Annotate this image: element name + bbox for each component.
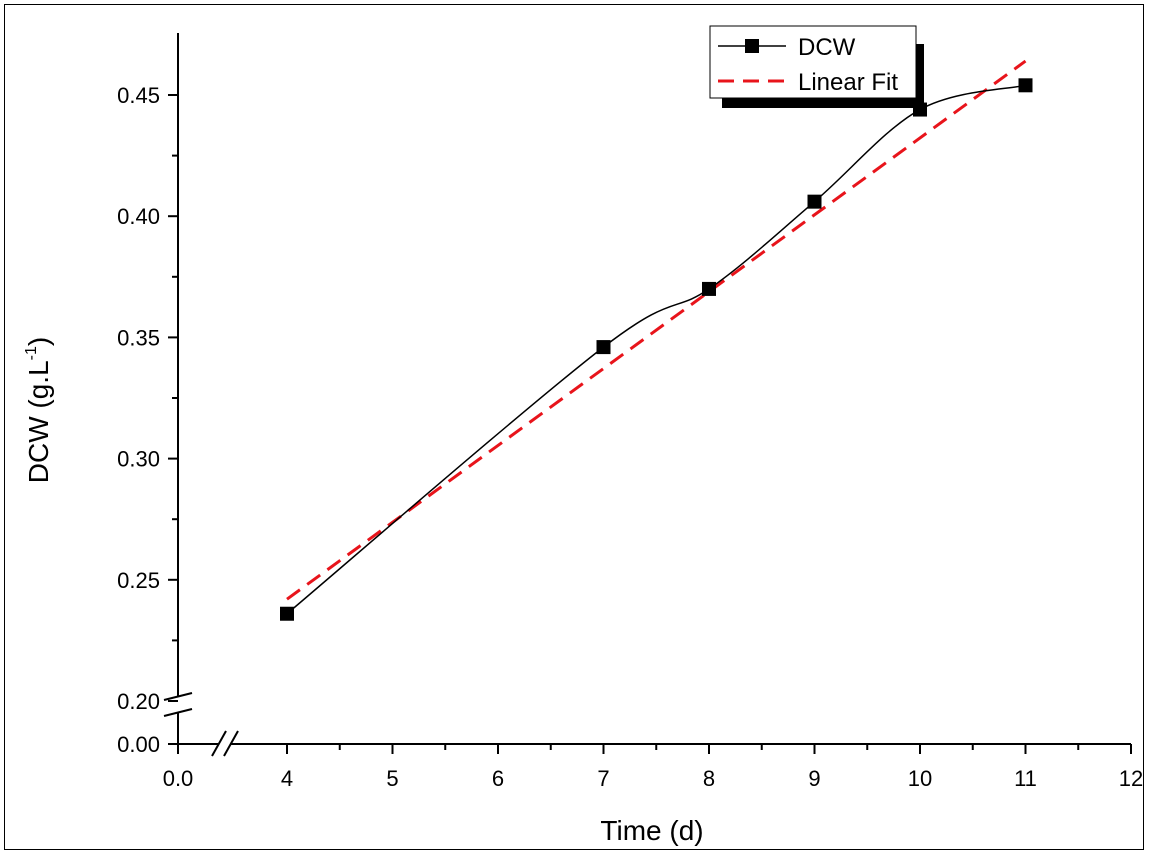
data-point-dcw: [702, 281, 716, 296]
data-point-dcw: [596, 340, 611, 355]
legend: DCW Linear Fit: [709, 25, 924, 108]
y-tick-label: 0.40: [117, 204, 160, 229]
axes: 0.00 0.20 0.25 0.30 0.35 0.40 0.45 0.0 4 5 6 7 8 9 10 1…: [117, 33, 1143, 791]
x-tick-label: 10: [908, 766, 932, 791]
data-point-dcw: [280, 606, 294, 621]
series-line-linear-fit: [286, 59, 1027, 601]
y-tick-label: 0.35: [117, 325, 160, 350]
legend-label-dcw: DCW: [798, 34, 856, 61]
chart-frame: [4, 4, 1144, 850]
y-tick-label: 0.00: [117, 732, 160, 757]
y-axis-break-mark: [163, 692, 193, 701]
series-line-dcw: [286, 84, 1026, 615]
x-tick-label: 8: [703, 766, 715, 791]
x-tick-label: 11: [1014, 766, 1037, 791]
x-tick-label: 5: [386, 766, 398, 791]
y-tick-label: 0.25: [117, 568, 160, 593]
legend-box: [709, 25, 917, 99]
legend-label-linear-fit: Linear Fit: [798, 69, 898, 96]
x-axis-break-mark: [223, 730, 239, 757]
x-tick-label: 0.0: [163, 766, 194, 791]
y-axis-title-main: DCW (g.L: [23, 360, 54, 483]
y-tick-label: 0.30: [117, 447, 160, 472]
x-axis-title: Time (d): [600, 815, 703, 846]
legend-marker-dcw: [745, 39, 759, 53]
y-tick-label: 0.45: [117, 83, 160, 108]
y-axis-title-close: ): [23, 337, 54, 346]
x-tick-label: 6: [492, 766, 504, 791]
y-axis-title-superscript: -1: [23, 346, 40, 360]
series-layer: [280, 59, 1033, 621]
x-tick-label: 12: [1119, 766, 1143, 791]
data-point-dcw: [807, 194, 822, 209]
x-tick-label: 7: [597, 766, 609, 791]
y-axis-title: DCW (g.L-1): [23, 337, 54, 483]
x-tick-label: 4: [281, 766, 293, 791]
x-axis-break-mark: [211, 730, 227, 757]
data-point-dcw: [1018, 78, 1033, 93]
x-tick-label: 9: [808, 766, 820, 791]
y-axis-break-mark: [163, 708, 193, 717]
y-tick-label: 0.20: [117, 689, 160, 714]
